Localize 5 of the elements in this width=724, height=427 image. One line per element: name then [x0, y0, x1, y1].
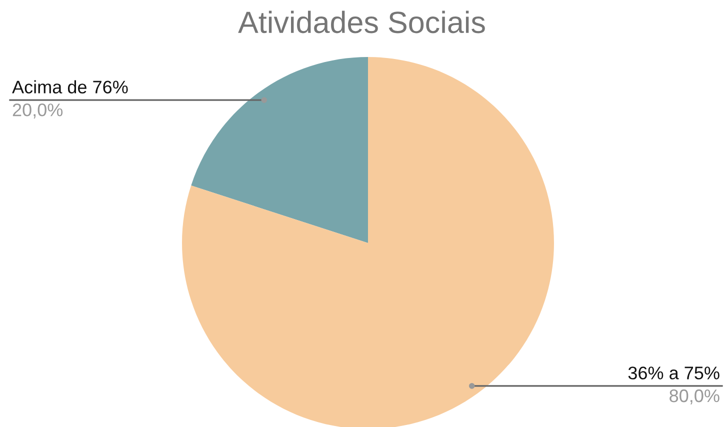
data-label: 20,0% [12, 104, 63, 118]
data-label: 80,0% [670, 389, 720, 404]
slice-label: 36% a 75% [628, 366, 720, 380]
chart-title: Atividades Sociais [238, 10, 485, 34]
slice-label: Acima de 76% [12, 80, 128, 94]
